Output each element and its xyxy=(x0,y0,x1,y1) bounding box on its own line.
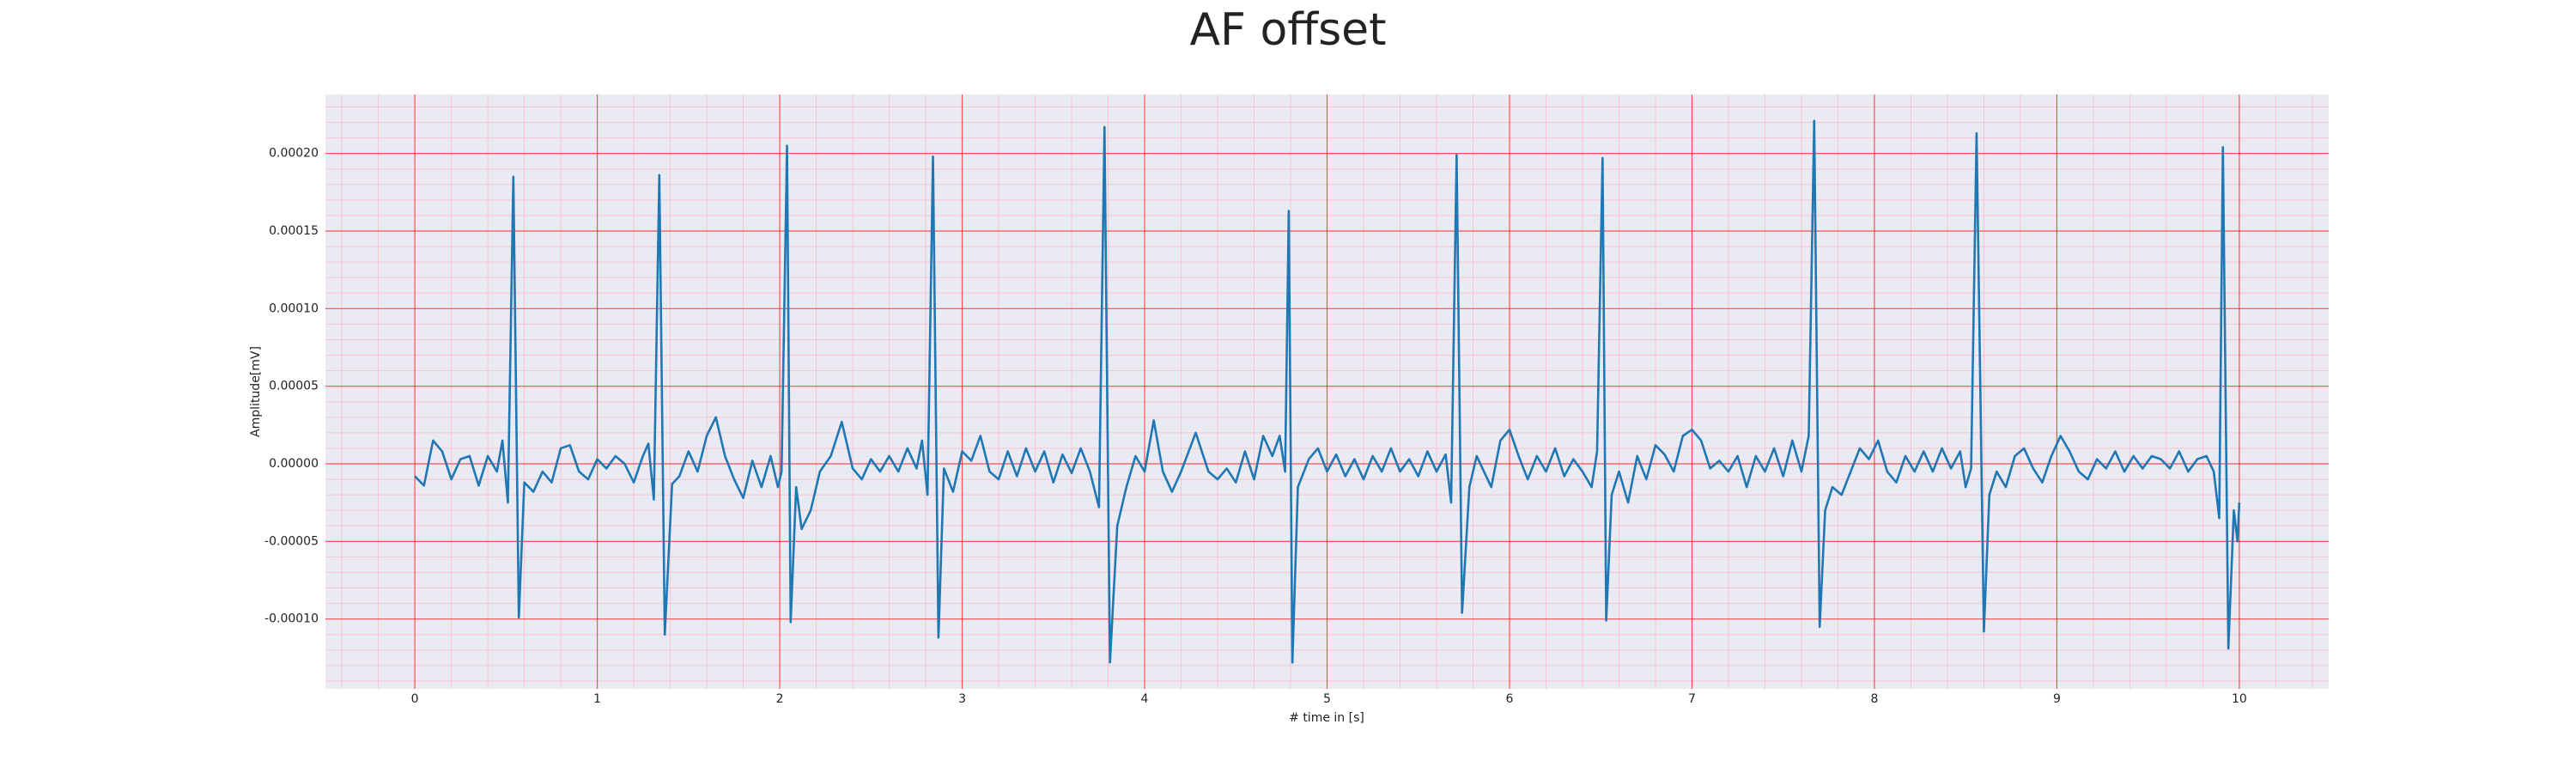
y-tick-label: 0.00005 xyxy=(269,380,319,393)
x-tick-label: 8 xyxy=(1870,692,1878,706)
x-tick-label: 4 xyxy=(1141,692,1149,706)
x-tick-label: 6 xyxy=(1506,692,1514,706)
x-tick-label: 3 xyxy=(958,692,966,706)
y-tick-label: -0.00010 xyxy=(264,612,319,626)
signal-line xyxy=(414,119,2241,664)
x-tick-label: 7 xyxy=(1688,692,1696,706)
y-tick-label: 0.00010 xyxy=(269,301,319,315)
x-tick-label: 5 xyxy=(1323,692,1331,706)
chart-title: AF offset xyxy=(1189,4,1386,56)
x-tick-label: 1 xyxy=(593,692,601,706)
x-tick-label: 9 xyxy=(2053,692,2061,706)
x-axis-label: # time in [s] xyxy=(1289,711,1364,725)
x-tick-label: 2 xyxy=(776,692,784,706)
y-axis-label: Amplitude[mV] xyxy=(249,346,263,437)
x-tick-label: 0 xyxy=(411,692,419,706)
y-tick-label: 0.00015 xyxy=(269,224,319,238)
y-tick-label: 0.00020 xyxy=(269,147,319,161)
y-tick-label: 0.00000 xyxy=(269,457,319,471)
x-tick-label: 10 xyxy=(2232,692,2247,706)
y-tick-label: -0.00005 xyxy=(264,534,319,548)
